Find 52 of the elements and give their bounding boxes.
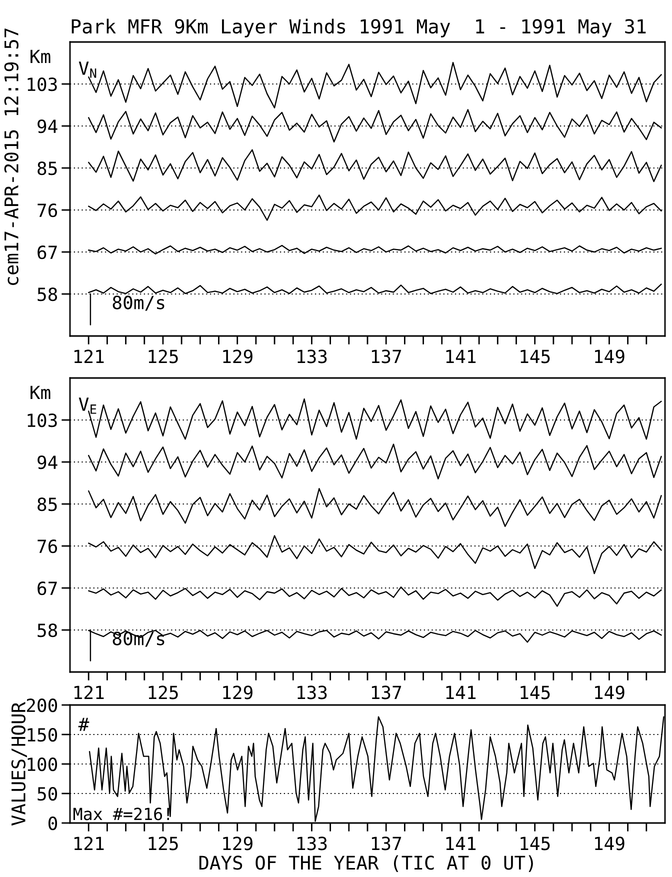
annotation: 80m/s <box>112 296 164 311</box>
x-tick-label: 137 <box>372 686 402 700</box>
x-tick-label: 125 <box>148 686 178 700</box>
y-tick-label: 58 <box>38 288 58 302</box>
y-tick-label: 85 <box>38 498 57 512</box>
y-tick-label: 50 <box>38 787 58 801</box>
x-tick-label: 133 <box>298 350 327 364</box>
y-tick-label: 100 <box>28 758 58 772</box>
x-tick-label: 149 <box>595 686 624 700</box>
y-tick-label: 150 <box>28 728 58 742</box>
x-tick-label: 141 <box>446 836 476 850</box>
x-tick-label: 121 <box>74 350 104 364</box>
annotation: Max #=216! <box>73 808 169 820</box>
x-tick-label: 129 <box>223 836 252 850</box>
y-tick-label: 76 <box>38 540 58 554</box>
text: V$_{E}$ <box>78 398 96 414</box>
y-tick-label: 94 <box>38 120 58 134</box>
x-tick-label: 141 <box>446 350 476 364</box>
x-tick-label: 145 <box>520 350 550 364</box>
y-tick-label: 94 <box>38 456 58 470</box>
y-tick-label: 67 <box>38 582 57 596</box>
x-tick-label: 149 <box>595 350 624 364</box>
x-axis-title: DAYS OF THE YEAR (TIC AT 0 UT) <box>199 855 533 872</box>
text: # <box>78 718 90 731</box>
x-tick-label: 129 <box>223 350 252 364</box>
x-tick-label: 129 <box>223 686 252 700</box>
x-tick-label: 125 <box>148 836 178 850</box>
y-axis-title: VALUES/HOUR <box>11 702 27 826</box>
y-tick-label: 58 <box>38 624 58 638</box>
x-tick-label: 121 <box>74 686 104 700</box>
x-tick-label: 137 <box>372 350 402 364</box>
y-axis-title: Km <box>30 50 50 64</box>
y-tick-label: 103 <box>28 414 57 428</box>
x-tick-label: 125 <box>148 350 178 364</box>
y-tick-label: 200 <box>26 698 58 712</box>
x-tick-label: 149 <box>595 836 624 850</box>
y-tick-label: 103 <box>28 78 57 92</box>
y-tick-label: 67 <box>38 246 57 260</box>
y-tick-label: 0 <box>48 816 58 830</box>
text: V$_{N}$ <box>78 62 96 78</box>
x-tick-label: 137 <box>372 836 402 850</box>
chart-title: Park MFR 9Km Layer Winds 1991 May 1 - 1991 May 31 <box>72 18 646 38</box>
y-tick-label: 85 <box>38 162 57 176</box>
x-tick-label: 141 <box>446 686 476 700</box>
y-axis-title: Km <box>30 386 50 400</box>
x-tick-label: 133 <box>298 836 327 850</box>
x-tick-label: 145 <box>520 836 550 850</box>
x-tick-label: 121 <box>74 836 104 850</box>
text: cem17-APR-2015 12:19:57 <box>4 28 18 286</box>
y-tick-label: 76 <box>38 204 58 218</box>
x-tick-label: 145 <box>520 686 550 700</box>
x-tick-label: 133 <box>298 686 327 700</box>
